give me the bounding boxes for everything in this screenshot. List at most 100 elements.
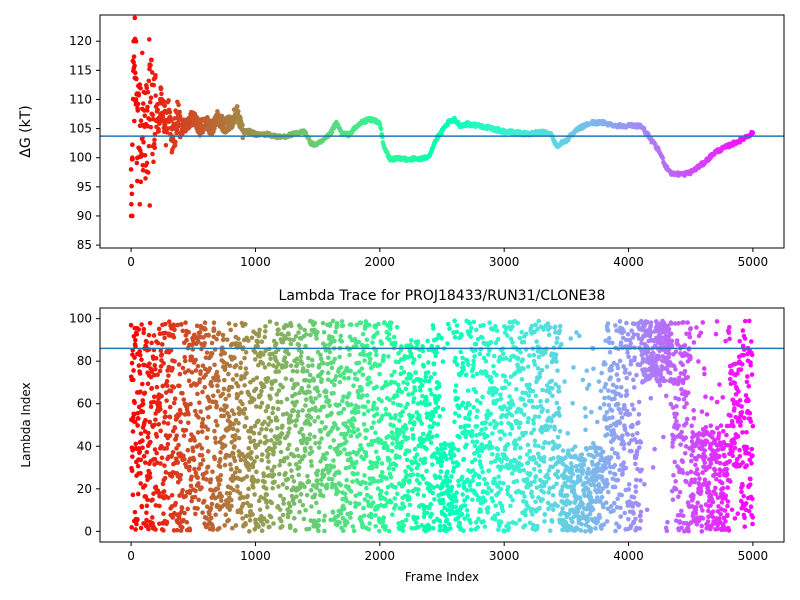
lambda-point <box>340 323 346 328</box>
lambda-point <box>246 486 251 492</box>
lambda-point <box>623 465 629 471</box>
lambda-point <box>495 452 501 458</box>
lambda-point <box>466 416 472 422</box>
lambda-point <box>303 403 308 408</box>
lambda-point <box>152 447 158 452</box>
lambda-point <box>440 500 446 506</box>
lambda-point <box>565 431 571 436</box>
lambda-point <box>223 396 228 402</box>
lambda-point <box>492 516 498 522</box>
lambda-point <box>599 494 605 500</box>
lambda-point <box>215 374 221 380</box>
lambda-point <box>282 355 288 360</box>
lambda-point <box>184 519 190 525</box>
lambda-point <box>224 337 230 342</box>
lambda-point <box>330 318 336 324</box>
lambda-point <box>193 368 199 373</box>
lambda-point <box>247 435 252 440</box>
delta-g-point <box>138 179 144 185</box>
lambda-point <box>269 351 275 357</box>
lambda-point <box>135 423 140 428</box>
lambda-point <box>189 474 194 480</box>
lambda-point <box>602 395 607 401</box>
lambda-point <box>617 319 623 324</box>
lambda-point <box>214 336 219 342</box>
lambda-point <box>213 440 219 445</box>
lambda-point <box>388 320 394 326</box>
lambda-point <box>525 442 531 448</box>
lambda-point <box>168 348 174 353</box>
lambda-point <box>506 521 511 526</box>
lambda-point <box>194 323 200 329</box>
lambda-point <box>319 420 325 425</box>
lambda-point <box>476 475 482 480</box>
lambda-point <box>152 363 158 368</box>
lambda-point <box>200 457 206 463</box>
y-tick-label: 95 <box>77 180 92 194</box>
lambda-point <box>132 355 137 360</box>
lambda-point <box>348 515 353 520</box>
lambda-point <box>430 490 436 496</box>
lambda-point <box>482 477 487 482</box>
lambda-point <box>235 383 241 389</box>
lambda-point <box>208 505 214 511</box>
lambda-point <box>133 343 138 349</box>
lambda-point <box>140 381 145 387</box>
lambda-point <box>316 528 321 534</box>
lambda-point <box>244 474 250 479</box>
lambda-point <box>397 418 402 423</box>
lambda-point <box>404 426 409 431</box>
lambda-point <box>411 420 417 425</box>
lambda-point <box>172 425 178 431</box>
lambda-point <box>472 443 478 449</box>
lambda-point <box>473 389 479 395</box>
lambda-point <box>427 401 432 407</box>
delta-g-point <box>147 203 153 208</box>
lambda-point <box>363 480 368 486</box>
lambda-point <box>481 519 486 524</box>
lambda-point <box>588 526 594 532</box>
lambda-point <box>143 417 148 423</box>
lambda-point <box>371 400 377 406</box>
lambda-point <box>196 481 201 486</box>
lambda-point <box>130 492 136 498</box>
lambda-point <box>186 368 191 373</box>
lambda-point <box>182 354 188 360</box>
lambda-point <box>233 363 239 368</box>
lambda-point <box>331 464 337 469</box>
lambda-point <box>348 433 354 439</box>
lambda-point <box>312 492 318 497</box>
lambda-point <box>580 467 586 473</box>
lambda-point <box>504 456 510 462</box>
lambda-point <box>361 422 367 427</box>
lambda-point <box>460 360 466 366</box>
lambda-point <box>182 358 188 364</box>
lambda-point <box>521 339 527 345</box>
y-tick-label: 85 <box>77 238 92 252</box>
lambda-point <box>438 463 444 469</box>
lambda-point <box>570 519 575 525</box>
lambda-point <box>200 389 205 395</box>
lambda-point <box>226 393 232 398</box>
lambda-point <box>250 512 256 517</box>
lambda-point <box>182 456 187 462</box>
lambda-point <box>272 464 277 470</box>
lambda-point <box>187 527 193 533</box>
lambda-point <box>244 370 249 376</box>
lambda-point <box>315 388 320 394</box>
lambda-point <box>322 513 328 519</box>
lambda-point <box>216 330 222 336</box>
lambda-point <box>171 400 177 406</box>
lambda-point <box>616 524 622 529</box>
lambda-point <box>292 391 298 397</box>
lambda-point <box>489 488 494 493</box>
lambda-point <box>280 412 286 417</box>
lambda-point <box>367 356 373 362</box>
lambda-point <box>275 425 280 431</box>
lambda-point <box>327 349 333 355</box>
lambda-point <box>144 517 149 523</box>
lambda-point <box>246 338 251 343</box>
lambda-point <box>147 419 152 425</box>
lambda-point <box>408 373 414 379</box>
lambda-point <box>186 411 191 417</box>
